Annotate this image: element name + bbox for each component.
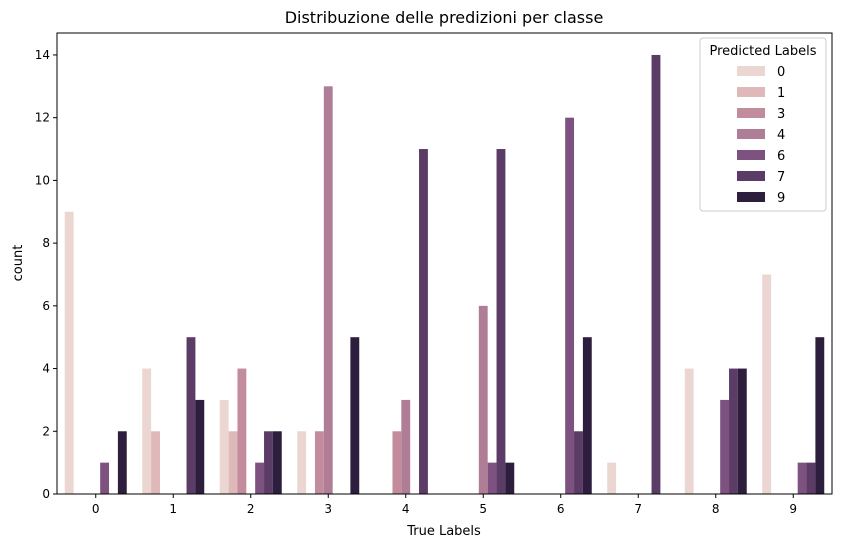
y-tick-label: 6 bbox=[42, 299, 50, 313]
x-tick-label: 1 bbox=[169, 502, 177, 516]
bar-2-pred-0 bbox=[219, 399, 229, 494]
bar-2-pred-1 bbox=[228, 431, 238, 494]
x-tick-label: 2 bbox=[247, 502, 255, 516]
legend-label-6: 6 bbox=[777, 149, 785, 164]
x-tick-label: 7 bbox=[634, 502, 642, 516]
x-axis: 0 1 2 3 4 5 6 7 8 9 bbox=[92, 494, 797, 516]
legend-swatch-3 bbox=[737, 108, 765, 118]
bar-5-pred-6 bbox=[487, 462, 497, 494]
bar-3-pred-4 bbox=[323, 86, 333, 494]
bar-1-pred-9 bbox=[195, 399, 205, 494]
bar-4-pred-4 bbox=[401, 399, 411, 494]
bar-3-pred-0 bbox=[297, 431, 307, 494]
y-axis: 0 2 4 6 8 10 12 14 bbox=[35, 48, 57, 501]
legend-swatch-9 bbox=[737, 192, 765, 202]
legend-label-1: 1 bbox=[777, 86, 785, 101]
y-tick-label: 4 bbox=[42, 362, 50, 376]
x-tick-label: 3 bbox=[324, 502, 332, 516]
bar-5-pred-9 bbox=[505, 462, 515, 494]
bar-0-pred-9 bbox=[117, 431, 127, 494]
bar-7-pred-7 bbox=[651, 54, 661, 494]
y-tick-label: 12 bbox=[35, 111, 50, 125]
bar-9-pred-9 bbox=[815, 337, 825, 494]
chart-title: Distribuzione delle predizioni per class… bbox=[285, 8, 604, 27]
legend-swatch-7 bbox=[737, 171, 765, 181]
legend: Predicted Labels 0 1 3 4 6 7 9 bbox=[699, 37, 827, 212]
bar-1-pred-0 bbox=[142, 368, 152, 494]
x-tick-label: 5 bbox=[479, 502, 487, 516]
y-tick-label: 2 bbox=[42, 424, 50, 438]
x-tick-label: 8 bbox=[712, 502, 720, 516]
bar-6-pred-6 bbox=[565, 117, 575, 495]
y-tick-label: 10 bbox=[35, 173, 50, 187]
y-axis-label: count bbox=[11, 245, 26, 282]
x-tick-label: 6 bbox=[557, 502, 565, 516]
bar-2-pred-3 bbox=[237, 368, 247, 494]
bar-8-pred-7 bbox=[729, 368, 738, 494]
legend-label-0: 0 bbox=[777, 65, 785, 80]
legend-title: Predicted Labels bbox=[709, 44, 816, 59]
bar-8-pred-0 bbox=[684, 368, 694, 494]
bar-0-pred-6 bbox=[100, 462, 110, 494]
legend-swatch-4 bbox=[737, 129, 765, 139]
bar-4-pred-7 bbox=[419, 149, 428, 494]
axes-frame bbox=[56, 32, 833, 495]
bar-6-pred-9 bbox=[582, 337, 592, 494]
legend-items: 0 1 3 4 6 7 9 bbox=[737, 65, 785, 206]
y-tick-label: 8 bbox=[42, 236, 50, 250]
legend-label-9: 9 bbox=[777, 191, 785, 206]
legend-swatch-1 bbox=[737, 87, 765, 97]
bar-5-pred-4 bbox=[478, 305, 488, 494]
legend-box bbox=[699, 37, 827, 212]
bar-3-pred-3 bbox=[314, 431, 324, 494]
bar-1-pred-7 bbox=[186, 337, 196, 494]
bars bbox=[64, 54, 825, 495]
x-tick-label: 9 bbox=[789, 502, 797, 516]
legend-label-3: 3 bbox=[777, 107, 785, 122]
bar-0-pred-0 bbox=[64, 211, 74, 494]
bar-2-pred-6 bbox=[255, 462, 265, 494]
x-axis-label: True Labels bbox=[406, 524, 481, 539]
bar-8-pred-9 bbox=[737, 368, 747, 494]
legend-swatch-6 bbox=[737, 150, 765, 160]
bar-9-pred-6 bbox=[797, 462, 807, 494]
bar-6-pred-7 bbox=[574, 431, 583, 494]
legend-label-4: 4 bbox=[777, 128, 785, 143]
bar-9-pred-7 bbox=[806, 462, 816, 494]
legend-label-7: 7 bbox=[777, 170, 785, 185]
bar-3-pred-9 bbox=[350, 337, 360, 494]
legend-swatch-0 bbox=[737, 66, 765, 76]
y-tick-label: 14 bbox=[35, 48, 50, 62]
bar-1-pred-1 bbox=[151, 431, 160, 494]
bar-2-pred-9 bbox=[272, 431, 282, 494]
y-tick-label: 0 bbox=[42, 487, 50, 501]
bar-9-pred-0 bbox=[762, 274, 772, 494]
bar-5-pred-7 bbox=[496, 149, 506, 494]
bar-4-pred-3 bbox=[392, 431, 402, 494]
bar-2-pred-7 bbox=[264, 431, 273, 494]
x-tick-label: 0 bbox=[92, 502, 100, 516]
bar-8-pred-6 bbox=[720, 399, 730, 494]
bar-7-pred-0 bbox=[607, 462, 617, 494]
x-tick-label: 4 bbox=[402, 502, 410, 516]
